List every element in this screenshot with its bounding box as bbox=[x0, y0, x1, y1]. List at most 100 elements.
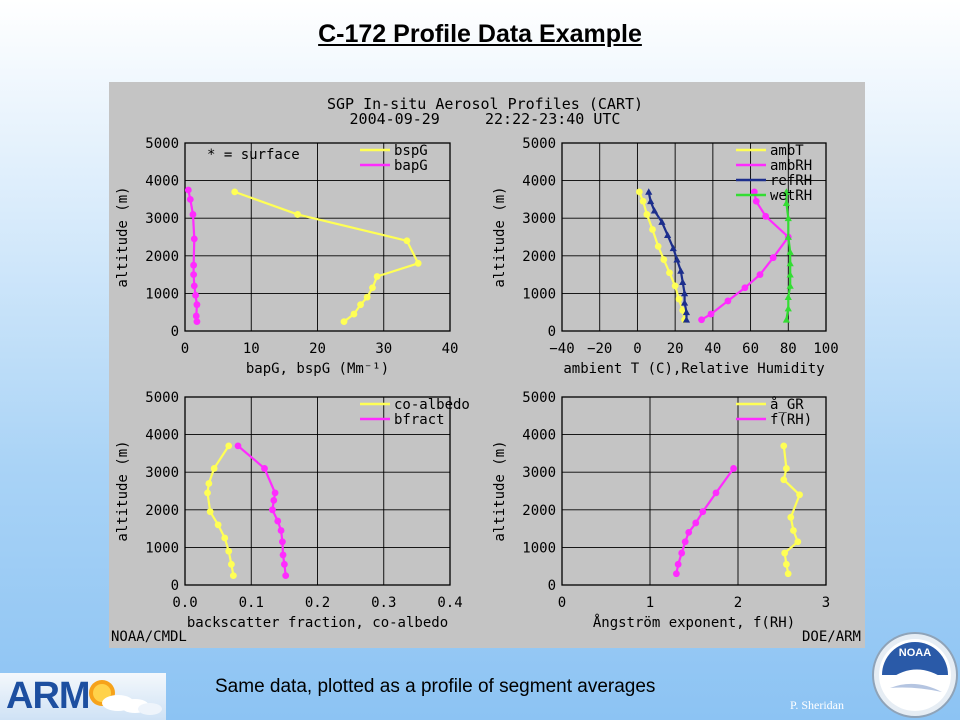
top-right-point-ambrh bbox=[762, 212, 770, 220]
top-left-point-bapg bbox=[190, 271, 198, 278]
bottom-right-plot-frame bbox=[561, 396, 827, 586]
bottom-left-point-bfract bbox=[279, 551, 287, 559]
bottom-left-point-bfract bbox=[269, 506, 276, 514]
top-right-legend-label-ambrh: ambRH bbox=[770, 158, 812, 174]
top-right-point-ambrh bbox=[756, 271, 764, 278]
top-right-point-wetrh bbox=[784, 214, 792, 222]
bottom-right-point--gr bbox=[796, 491, 803, 499]
bottom-right-point-f-rh- bbox=[673, 570, 680, 578]
bottom-left-point-co-albedo bbox=[225, 547, 233, 555]
top-right-y-tick-label: 3000 bbox=[522, 211, 556, 227]
top-right-point-wetrh bbox=[784, 293, 792, 301]
top-right-point-refrh bbox=[645, 188, 653, 195]
top-left-x-tick-label: 40 bbox=[442, 341, 459, 357]
figure-title-line1: SGP In-situ Aerosol Profiles (CART) bbox=[327, 95, 643, 113]
top-left-point-bspg bbox=[363, 293, 371, 301]
top-left-legend-label-bspg: bspG bbox=[394, 143, 428, 159]
chart-top-left: 0 10 20 30 40 0 1000 2000 3000 4000 5000 bapG, bspG… bbox=[115, 136, 458, 377]
top-left-y-tick-label: 1000 bbox=[145, 286, 179, 302]
top-left-point-bspg bbox=[350, 310, 358, 318]
top-left-point-bapg bbox=[193, 318, 201, 325]
bottom-right-y-tick-label: 4000 bbox=[522, 428, 556, 444]
top-left-point-bspg bbox=[294, 211, 302, 218]
bottom-right-legend-label-f-rh-: f(RH) bbox=[770, 412, 812, 428]
top-right-point-ambt bbox=[649, 226, 656, 233]
bottom-left-y-tick-label: 5000 bbox=[145, 390, 179, 406]
bottom-right-y-axis-label: altitude (m) bbox=[492, 440, 508, 541]
bottom-right-point-f-rh- bbox=[730, 465, 737, 472]
top-right-point-refrh bbox=[673, 255, 681, 263]
top-left-annotation: * = surface bbox=[207, 147, 300, 163]
bottom-right-legend-label--gr: å_GR bbox=[770, 396, 804, 413]
bottom-right-y-tick-label: 2000 bbox=[522, 503, 556, 519]
top-right-x-tick-label: 80 bbox=[780, 341, 797, 357]
top-right-plot-frame bbox=[561, 142, 827, 332]
bottom-left-y-axis-label: altitude (m) bbox=[115, 440, 131, 541]
author-credit: P. Sheridan bbox=[790, 698, 844, 712]
arm-logo: ARM bbox=[0, 673, 166, 720]
top-right-x-tick-label: 100 bbox=[813, 341, 838, 357]
top-left-point-bspg bbox=[403, 237, 411, 245]
top-left-x-tick-label: 0 bbox=[181, 341, 189, 357]
bottom-right-point--gr bbox=[794, 538, 802, 546]
bottom-right-y-tick-label: 5000 bbox=[522, 390, 556, 406]
top-right-point-refrh bbox=[658, 218, 666, 225]
top-right-point-refrh bbox=[647, 197, 655, 205]
top-left-y-tick-label: 4000 bbox=[145, 174, 179, 190]
top-right-point-refrh bbox=[679, 278, 687, 285]
bottom-right-point--gr bbox=[783, 560, 790, 568]
noaa-logo: NOAA bbox=[872, 632, 958, 718]
top-right-point-ambrh bbox=[752, 197, 760, 205]
top-left-point-bapg bbox=[184, 186, 192, 194]
bottom-left-point-bfract bbox=[271, 489, 279, 497]
top-right-x-tick-label: 40 bbox=[704, 341, 721, 357]
top-right-point-ambrh bbox=[707, 310, 715, 318]
bottom-right-point--gr bbox=[780, 442, 788, 450]
bottom-right-point-f-rh- bbox=[681, 538, 689, 546]
top-left-point-bapg bbox=[193, 301, 201, 309]
bottom-left-y-tick-label: 3000 bbox=[145, 465, 179, 481]
top-left-point-bapg bbox=[189, 211, 197, 218]
bottom-left-point-bfract bbox=[277, 527, 285, 534]
top-right-y-tick-label: 4000 bbox=[522, 174, 556, 190]
bottom-left-y-tick-label: 0 bbox=[171, 578, 179, 594]
top-right-legend-label-refrh: refRH bbox=[770, 173, 812, 189]
footer-left: NOAA/CMDL bbox=[111, 629, 187, 645]
noaa-logo-text: NOAA bbox=[899, 647, 931, 659]
top-right-point-refrh bbox=[669, 244, 677, 252]
top-left-legend-label-bapg: bapG bbox=[394, 158, 428, 174]
bottom-right-x-axis-label: Ångström exponent, f(RH) bbox=[593, 614, 795, 631]
top-left-x-axis-label: bapG, bspG (Mm⁻¹) bbox=[246, 361, 389, 377]
bottom-right-x-tick-label: 2 bbox=[734, 595, 742, 611]
bottom-left-y-tick-label: 1000 bbox=[145, 540, 179, 556]
bottom-left-point-bfract bbox=[270, 497, 278, 504]
bottom-left-legend-label-bfract: bfract bbox=[394, 412, 445, 428]
top-right-x-axis-label: ambient T (C),Relative Humidity bbox=[563, 361, 824, 377]
top-right-point-ambrh bbox=[724, 297, 732, 305]
top-right-point-ambt bbox=[679, 306, 687, 314]
bottom-right-point--gr bbox=[784, 570, 792, 578]
top-right-point-wetrh bbox=[786, 259, 794, 267]
bottom-left-x-tick-label: 0.2 bbox=[305, 595, 330, 611]
top-right-point-wetrh bbox=[782, 188, 790, 195]
top-right-y-tick-label: 5000 bbox=[522, 136, 556, 152]
bottom-left-point-co-albedo bbox=[214, 521, 222, 529]
top-right-point-ambt bbox=[671, 282, 679, 290]
top-right-point-ambt bbox=[643, 211, 651, 218]
bottom-left-x-axis-label: backscatter fraction, co-albedo bbox=[187, 615, 448, 631]
bottom-right-point-f-rh- bbox=[685, 528, 693, 536]
chart-bottom-left: 0.0 0.1 0.2 0.3 0.4 0 1000 2000 3000 4000 5000 back… bbox=[115, 390, 470, 631]
top-left-point-bapg bbox=[190, 235, 198, 243]
top-right-point-refrh bbox=[680, 289, 689, 297]
top-left-point-bspg bbox=[414, 259, 422, 267]
top-right-point-ambt bbox=[635, 188, 643, 196]
top-right-point-ambt bbox=[654, 243, 662, 250]
bottom-left-point-co-albedo bbox=[227, 560, 235, 568]
top-right-x-tick-label: −20 bbox=[587, 341, 612, 357]
bottom-right-series-line-f-rh- bbox=[675, 467, 735, 574]
bottom-right-series-line--gr bbox=[782, 445, 801, 574]
slide-title: C-172 Profile Data Example bbox=[318, 20, 642, 48]
top-right-series-line-ambrh bbox=[700, 191, 790, 321]
plot-panel: SGP In-situ Aerosol Profiles (CART) 2 0 0 4… bbox=[109, 82, 865, 648]
top-right-point-ambrh bbox=[750, 188, 758, 196]
